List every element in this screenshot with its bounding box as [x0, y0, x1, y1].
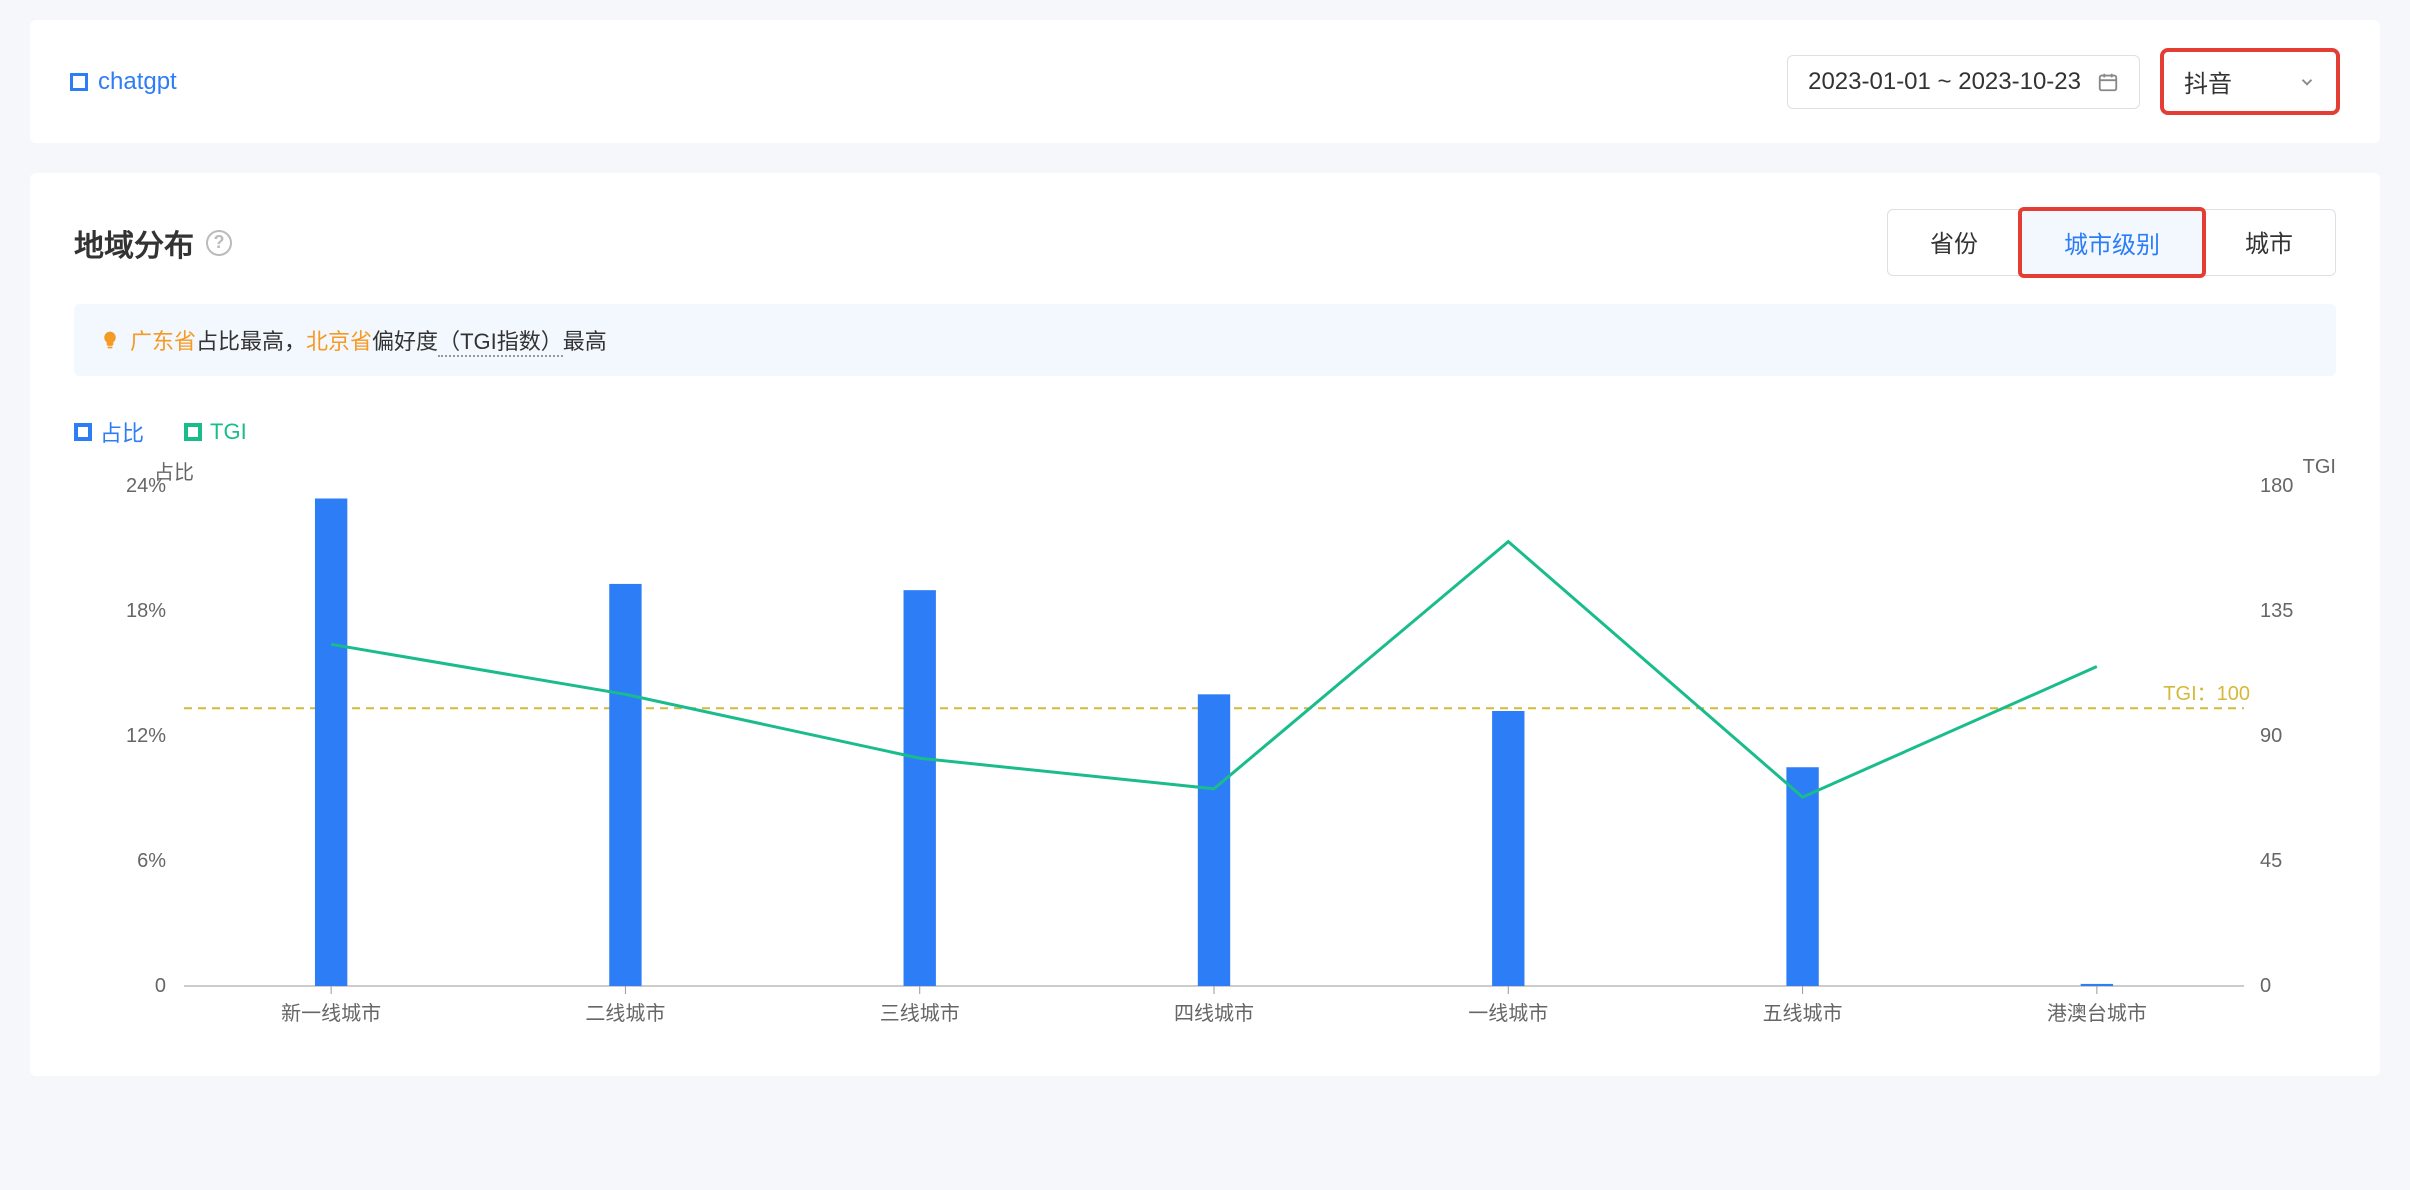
svg-text:90: 90 — [2260, 725, 2282, 747]
tag-swatch-icon — [70, 73, 88, 91]
insight-province-2: 北京省 — [306, 329, 372, 354]
tag-row: chatgpt — [70, 68, 177, 96]
section-title-text: 地域分布 — [74, 221, 194, 265]
bar-3[interactable] — [1198, 694, 1230, 986]
insight-text-1: 占比最高， — [196, 329, 306, 354]
y-right-title: TGI — [2303, 456, 2336, 479]
svg-text:18%: 18% — [126, 600, 166, 622]
calendar-icon — [2097, 71, 2119, 93]
bar-2[interactable] — [904, 590, 936, 986]
platform-select-value: 抖音 — [2184, 64, 2232, 99]
tab-city[interactable]: 城市 — [2203, 210, 2335, 275]
svg-text:港澳台城市: 港澳台城市 — [2047, 1002, 2147, 1025]
insight-dotted: （TGI指数） — [438, 329, 563, 357]
insight-text-2: 偏好度 — [372, 329, 438, 354]
tag-label: chatgpt — [98, 68, 177, 96]
chevron-down-icon — [2298, 73, 2316, 91]
section-title: 地域分布 ? — [74, 221, 232, 265]
svg-text:新一线城市: 新一线城市 — [281, 1002, 381, 1025]
section-header: 地域分布 ? 省份 城市级别 城市 — [74, 209, 2336, 276]
legend-swatch-ratio-icon — [74, 423, 92, 441]
help-icon[interactable]: ? — [206, 230, 232, 256]
tab-province[interactable]: 省份 — [1888, 210, 2021, 275]
legend-label-ratio: 占比 — [100, 416, 144, 448]
svg-text:0: 0 — [155, 975, 166, 997]
date-range-picker[interactable]: 2023-01-01 ~ 2023-10-23 — [1787, 55, 2140, 109]
insight-province-1: 广东省 — [130, 329, 196, 354]
chart-svg: 06%12%18%24%04590135180TGI：100新一线城市二线城市三… — [74, 456, 2354, 1046]
svg-text:0: 0 — [2260, 975, 2271, 997]
insight-bar: 广东省占比最高，北京省偏好度（TGI指数）最高 — [74, 304, 2336, 376]
svg-text:五线城市: 五线城市 — [1763, 1002, 1843, 1025]
platform-select[interactable]: 抖音 — [2160, 48, 2340, 115]
bar-6[interactable] — [2081, 984, 2113, 986]
bar-5[interactable] — [1786, 767, 1818, 986]
svg-text:12%: 12% — [126, 725, 166, 747]
top-panel: chatgpt 2023-01-01 ~ 2023-10-23 抖音 — [30, 20, 2380, 143]
header-controls: 2023-01-01 ~ 2023-10-23 抖音 — [1787, 48, 2340, 115]
view-tabs: 省份 城市级别 城市 — [1887, 209, 2336, 276]
svg-text:三线城市: 三线城市 — [880, 1002, 960, 1025]
y-left-title: 占比 — [154, 456, 194, 485]
legend-item-ratio[interactable]: 占比 — [74, 416, 144, 448]
svg-text:6%: 6% — [137, 850, 166, 872]
svg-text:TGI：100: TGI：100 — [2163, 683, 2250, 705]
svg-text:45: 45 — [2260, 850, 2282, 872]
legend-label-tgi: TGI — [210, 419, 247, 445]
main-panel: 地域分布 ? 省份 城市级别 城市 广东省占比最高，北京省偏好度（TGI指数）最… — [30, 173, 2380, 1076]
legend-item-tgi[interactable]: TGI — [184, 419, 247, 445]
legend-swatch-tgi-icon — [184, 423, 202, 441]
svg-text:180: 180 — [2260, 475, 2293, 497]
date-range-text: 2023-01-01 ~ 2023-10-23 — [1808, 68, 2081, 96]
bar-1[interactable] — [609, 584, 641, 986]
insight-text-3: 最高 — [563, 329, 607, 354]
bulb-icon — [100, 330, 120, 350]
svg-text:四线城市: 四线城市 — [1174, 1002, 1254, 1025]
tab-city-tier[interactable]: 城市级别 — [2018, 207, 2206, 278]
chart-container: 占比 TGI 06%12%18%24%04590135180TGI：100新一线… — [74, 456, 2336, 1046]
svg-text:一线城市: 一线城市 — [1468, 1002, 1548, 1025]
svg-text:135: 135 — [2260, 600, 2293, 622]
legend: 占比 TGI — [74, 416, 2336, 448]
bar-0[interactable] — [315, 499, 347, 987]
bar-4[interactable] — [1492, 711, 1524, 986]
svg-text:二线城市: 二线城市 — [585, 1002, 665, 1025]
